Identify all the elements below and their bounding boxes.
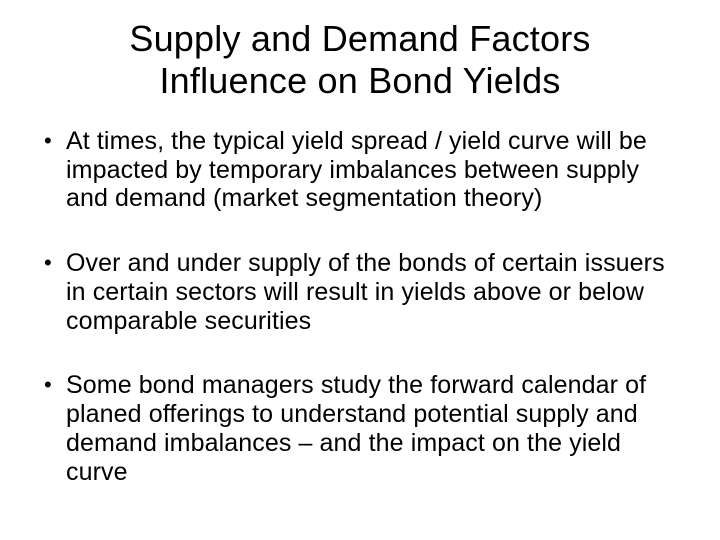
title-line-1: Supply and Demand Factors xyxy=(129,18,590,59)
bullet-list: At times, the typical yield spread / yie… xyxy=(38,127,682,487)
bullet-text: Over and under supply of the bonds of ce… xyxy=(66,249,665,335)
slide-title: Supply and Demand Factors Influence on B… xyxy=(38,18,682,103)
list-item: Over and under supply of the bonds of ce… xyxy=(38,249,682,335)
title-line-2: Influence on Bond Yields xyxy=(159,60,560,101)
bullet-text: At times, the typical yield spread / yie… xyxy=(66,127,647,213)
bullet-text: Some bond managers study the forward cal… xyxy=(66,371,646,485)
list-item: At times, the typical yield spread / yie… xyxy=(38,127,682,213)
list-item: Some bond managers study the forward cal… xyxy=(38,371,682,486)
slide: Supply and Demand Factors Influence on B… xyxy=(0,0,720,540)
